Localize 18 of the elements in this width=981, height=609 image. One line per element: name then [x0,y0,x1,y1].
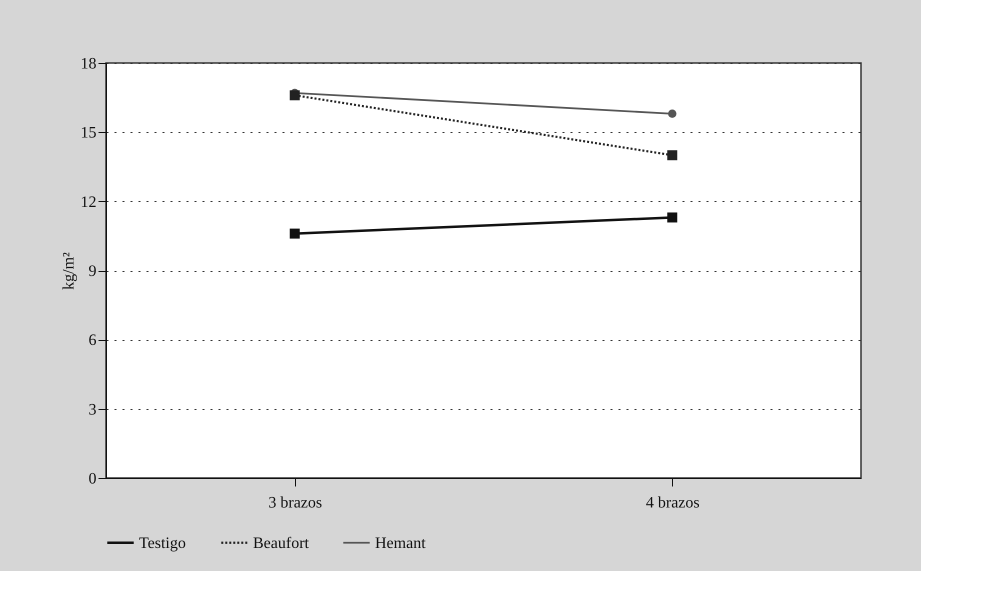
y-axis-title: kg/m² [60,252,78,290]
y-tick-label: 0 [88,470,96,488]
legend-label: Testigo [139,534,186,552]
x-tick-label: 4 brazos [646,494,700,512]
point [290,228,300,239]
point [290,90,300,100]
point [668,110,676,118]
legend-label: Hemant [375,534,426,552]
y-tick-label: 18 [80,56,96,72]
point [667,212,678,222]
legend-label: Beaufort [253,534,310,552]
y-tick-label: 6 [88,332,96,350]
y-tick-label: 12 [80,194,96,211]
y-tick-label: 15 [80,124,96,142]
point [667,150,678,160]
y-tick-label: 3 [88,401,96,418]
y-tick-label: 9 [88,263,96,280]
x-tick-label: 3 brazos [268,494,322,512]
